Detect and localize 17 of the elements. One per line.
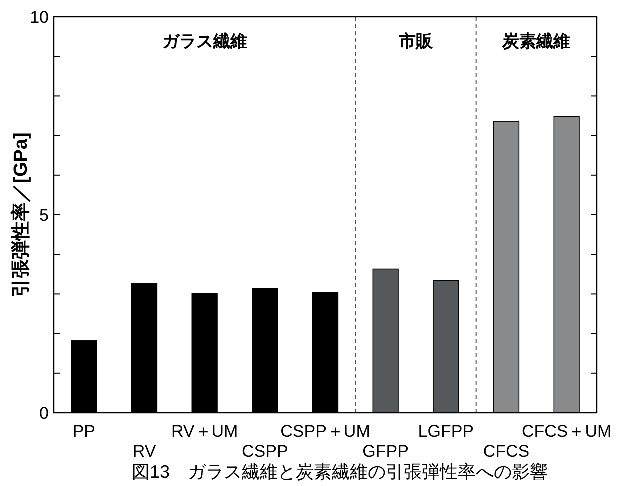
x-tick-label: RV bbox=[132, 442, 157, 461]
x-tick-label: CSPP bbox=[242, 442, 288, 461]
y-tick-label: 5 bbox=[40, 206, 49, 225]
x-tick-label: CFCS bbox=[483, 442, 530, 461]
annotation: 炭素繊維 bbox=[502, 32, 571, 51]
x-tick-label: LGFPP bbox=[418, 422, 474, 441]
annotation: ガラス繊維 bbox=[162, 32, 248, 51]
y-tick-label: 0 bbox=[40, 404, 49, 423]
caption: 図13 ガラス繊維と炭素繊維の引張弾性率への影響 bbox=[132, 462, 548, 482]
annotation: 市販 bbox=[398, 32, 434, 51]
x-tick-label: PP bbox=[72, 422, 96, 441]
y-axis-title: 引張弾性率／[GPa] bbox=[10, 132, 32, 298]
x-tick-label: GFPP bbox=[362, 442, 409, 461]
x-tick-label: RV＋UM bbox=[171, 422, 238, 441]
x-tick-label: CFCS＋UM bbox=[522, 422, 612, 441]
x-tick-label: CSPP＋UM bbox=[280, 422, 370, 441]
y-tick-label: 10 bbox=[30, 8, 49, 27]
